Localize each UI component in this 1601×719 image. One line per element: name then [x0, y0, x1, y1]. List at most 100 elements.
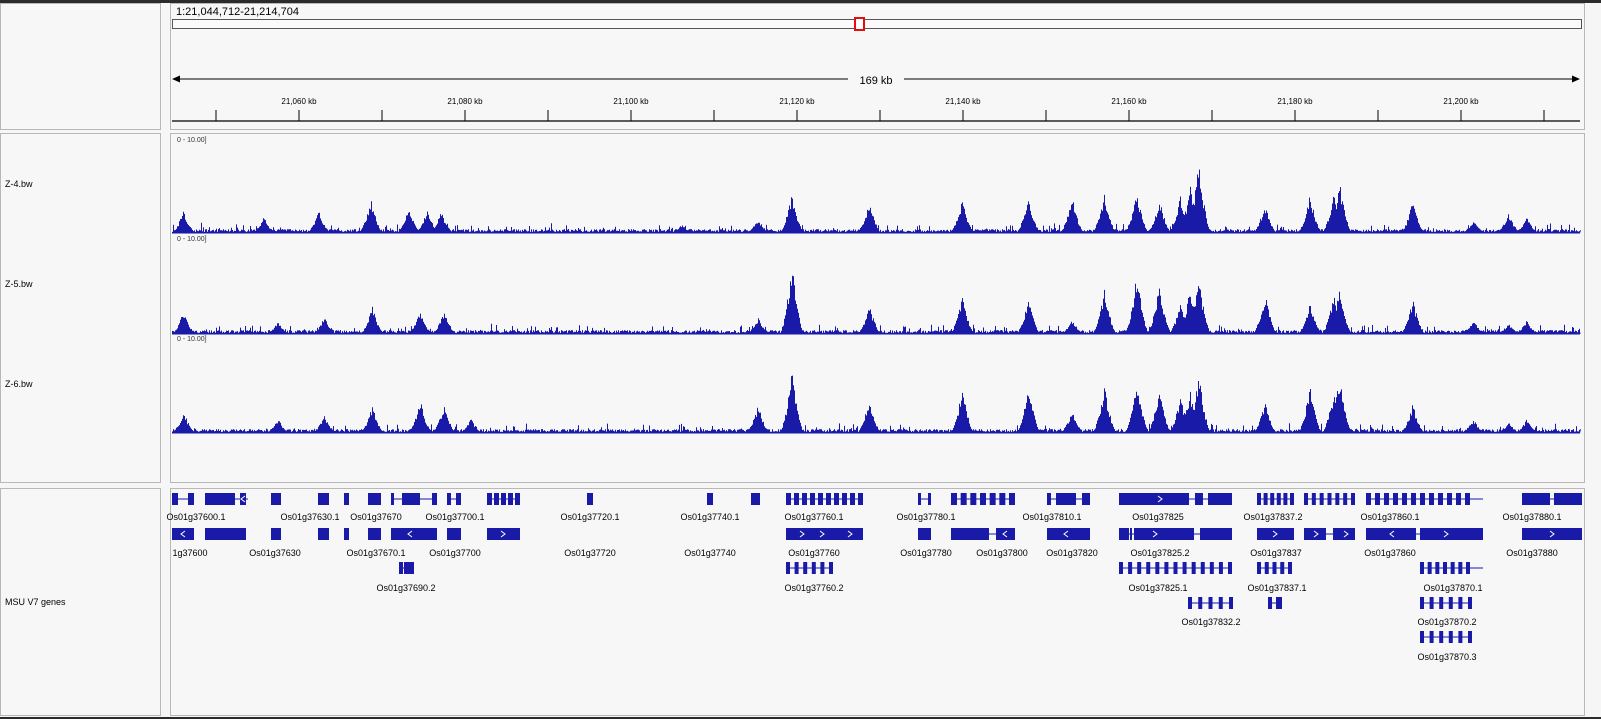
locus-os01g37850[interactable]	[1304, 528, 1355, 540]
gene-label[interactable]: Os01g37837	[1250, 548, 1302, 558]
locus-os01g37760[interactable]	[786, 528, 863, 540]
locus-os01g37800[interactable]	[951, 528, 1015, 540]
gene-label[interactable]: Os01g37740	[684, 548, 736, 558]
gene-os01g37670[interactable]	[368, 493, 381, 505]
locus-os01g37860[interactable]	[1366, 528, 1483, 540]
gene-label[interactable]: Os01g37860.1	[1360, 512, 1419, 522]
gene-label[interactable]: Os01g37810.1	[1022, 512, 1081, 522]
gene-os01g37850[interactable]	[1304, 493, 1355, 505]
locus-os01g37700[interactable]	[487, 528, 520, 540]
gene-label[interactable]: Os01g37780	[900, 548, 952, 558]
gene-os01g37720-1[interactable]	[587, 493, 593, 505]
gene-label[interactable]: Os01g37825	[1132, 512, 1184, 522]
gene-label[interactable]: Os01g37760.2	[784, 583, 843, 593]
gene-os01g37837-2[interactable]	[1257, 493, 1294, 505]
gene-label[interactable]: Os01g37690.2	[376, 583, 435, 593]
ideogram-current-region-box[interactable]	[854, 17, 865, 31]
gene-os01g37810-1[interactable]	[1047, 493, 1090, 505]
gene-label[interactable]: Os01g37760	[788, 548, 840, 558]
gene-os01g37837-1[interactable]	[1257, 562, 1292, 574]
gene-label[interactable]: Os01g37870.2	[1417, 617, 1476, 627]
gene-label[interactable]: Os01g37780.1	[896, 512, 955, 522]
gene-os01g37790[interactable]	[951, 493, 1015, 505]
gene-label[interactable]: Os01g37700	[429, 548, 481, 558]
gene-label[interactable]: Os01g37760.1	[784, 512, 843, 522]
gene-os01g37630-1[interactable]	[271, 493, 281, 505]
gene-os01g37690-2[interactable]	[399, 562, 414, 574]
gene-os01g37825-1[interactable]	[1119, 562, 1232, 574]
gene-label[interactable]: 1g37600	[172, 548, 207, 558]
gene-label[interactable]: Os01g37700.1	[425, 512, 484, 522]
gene-os01g37870-3[interactable]	[1420, 631, 1472, 643]
gene-os01g37650[interactable]	[318, 493, 329, 505]
gene-os01g37740-1[interactable]	[707, 493, 713, 505]
gene-os01g37760-2[interactable]	[786, 562, 833, 574]
gene-exon	[1200, 562, 1205, 574]
locus-os01g37825-2[interactable]	[1119, 528, 1232, 540]
gene-data-panel[interactable]	[170, 488, 1585, 716]
locus-label[interactable]: 1:21,044,712-21,214,704	[176, 6, 299, 18]
gene-label[interactable]: Os01g37820	[1046, 548, 1098, 558]
locus-os01g37680[interactable]	[391, 528, 437, 540]
gene-os01g37870-1[interactable]	[1420, 562, 1483, 574]
gene-label[interactable]: Os01g37630	[249, 548, 301, 558]
locus-os01g37650[interactable]	[318, 528, 329, 540]
gene-os01g37700-1[interactable]	[447, 493, 461, 505]
gene-label[interactable]: Os01g37837.2	[1243, 512, 1302, 522]
locus-os01g37780[interactable]	[918, 528, 931, 540]
gene-label[interactable]: Os01g37720.1	[560, 512, 619, 522]
gene-label[interactable]: Os01g37600.1	[166, 512, 225, 522]
gene-track-name[interactable]: MSU V7 genes	[5, 597, 66, 607]
track-name-z4[interactable]: Z-4.bw	[5, 179, 33, 189]
gene-os01g37760-1[interactable]	[786, 493, 863, 505]
gene-os01g37660[interactable]	[344, 493, 349, 505]
gene-label[interactable]: Os01g37630.1	[280, 512, 339, 522]
gene-os01g37750[interactable]	[751, 493, 760, 505]
gene-label[interactable]: Os01g37825.2	[1130, 548, 1189, 558]
gene-os01g37710[interactable]	[487, 493, 520, 505]
gene-label[interactable]: Os01g37670.1	[346, 548, 405, 558]
gene-exon	[494, 493, 499, 505]
chromosome-ideogram[interactable]	[172, 19, 1582, 29]
gene-exon	[794, 493, 799, 505]
gene-os01g37837-3[interactable]	[1268, 597, 1282, 609]
gene-os01g37680[interactable]	[391, 493, 437, 505]
gene-label[interactable]: Os01g37720	[564, 548, 616, 558]
gene-label[interactable]: Os01g37740.1	[680, 512, 739, 522]
gene-exon	[1311, 493, 1316, 505]
gene-os01g37620[interactable]	[205, 493, 248, 505]
locus-os01g37610[interactable]	[205, 528, 246, 540]
gene-label[interactable]: Os01g37825.1	[1128, 583, 1187, 593]
gene-os01g37860-1[interactable]	[1366, 493, 1483, 505]
gene-label[interactable]: Os01g37880.1	[1502, 512, 1561, 522]
locus-os01g37670-1[interactable]	[368, 528, 381, 540]
track-name-z5[interactable]: Z-5.bw	[5, 279, 33, 289]
gene-label[interactable]: Os01g37670	[350, 512, 402, 522]
track-data-panel[interactable]	[170, 133, 1585, 483]
locus-os01g37880[interactable]	[1522, 528, 1582, 540]
gene-os01g37825[interactable]	[1119, 493, 1232, 505]
gene-label[interactable]: Os01g37860	[1364, 548, 1416, 558]
locus-os01g37820[interactable]	[1047, 528, 1090, 540]
gene-exon	[1280, 562, 1285, 574]
gene-label[interactable]: Os01g37870.1	[1423, 583, 1482, 593]
gene-os01g37832-2[interactable]	[1188, 597, 1233, 609]
locus-os01g37690[interactable]	[447, 528, 461, 540]
gene-label[interactable]: Os01g37832.2	[1181, 617, 1240, 627]
gene-os01g37880-1[interactable]	[1522, 493, 1582, 505]
gene-label[interactable]: Os01g37800	[976, 548, 1028, 558]
gene-label[interactable]: Os01g37837.1	[1247, 583, 1306, 593]
locus-os01g37660[interactable]	[344, 528, 349, 540]
gene-label[interactable]: Os01g37880	[1506, 548, 1558, 558]
locus-os01g37837[interactable]	[1257, 528, 1294, 540]
gene-os01g37600-1[interactable]	[172, 493, 194, 505]
locus-os01g37600[interactable]	[172, 528, 194, 540]
gene-label[interactable]: Os01g37870.3	[1417, 652, 1476, 662]
track-name-z6[interactable]: Z-6.bw	[5, 379, 33, 389]
locus-os01g37630[interactable]	[271, 528, 281, 540]
gene-os01g37780-1[interactable]	[918, 493, 931, 505]
gene-os01g37870-2[interactable]	[1420, 597, 1472, 609]
gene-exon	[1522, 528, 1582, 540]
gene-exon	[1218, 562, 1223, 574]
